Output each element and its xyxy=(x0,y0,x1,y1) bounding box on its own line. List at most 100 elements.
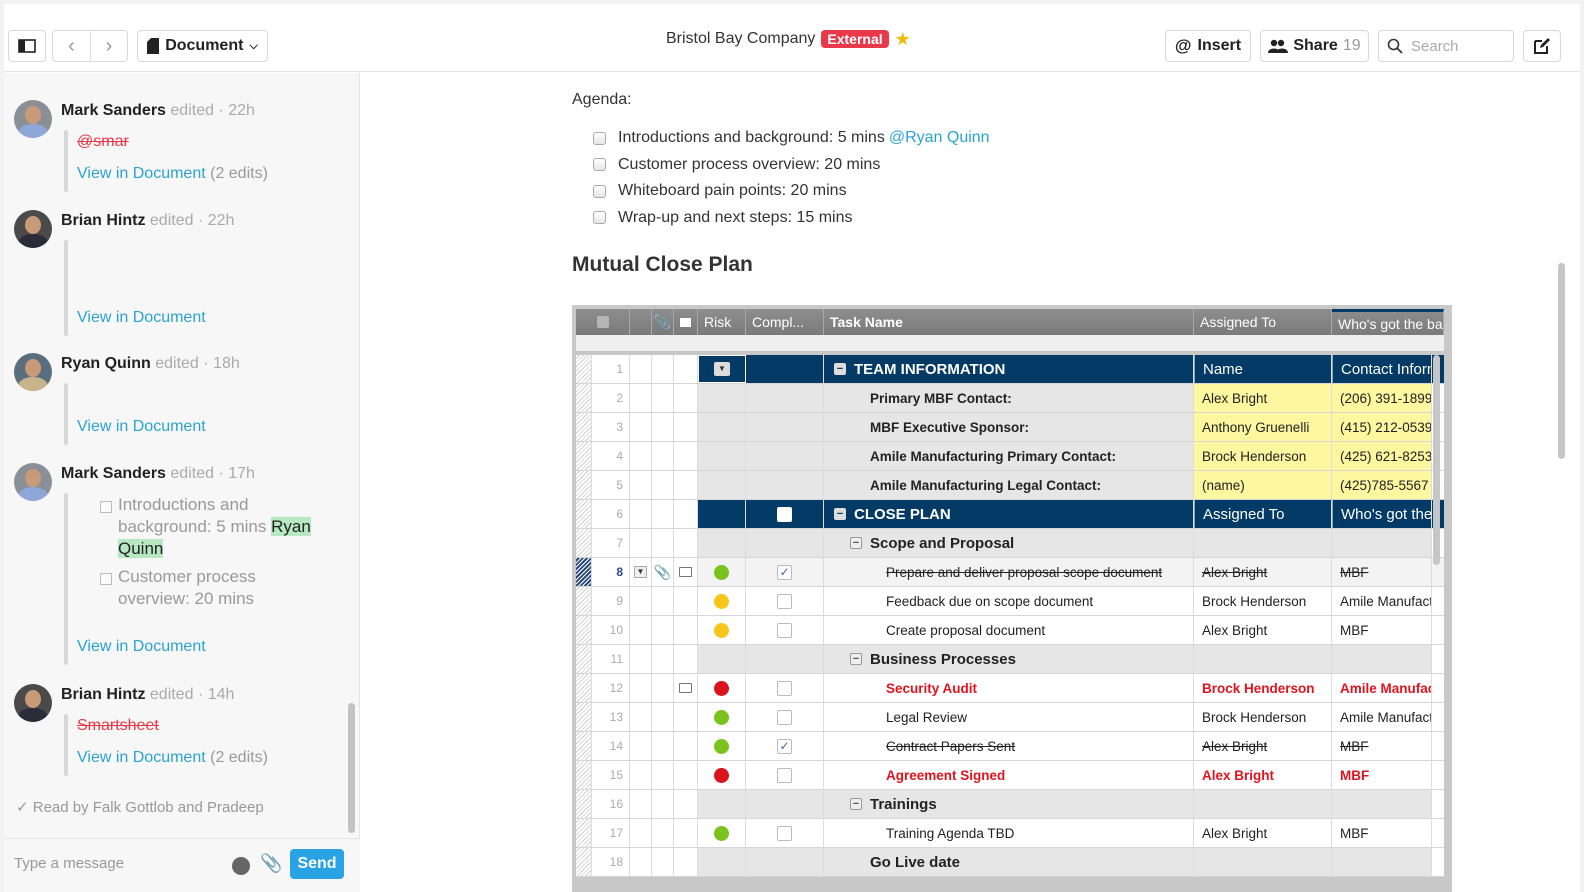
mention-link[interactable]: @Ryan Quinn xyxy=(888,129,990,147)
attachment-cell[interactable] xyxy=(652,500,674,528)
assigned-to-cell[interactable]: Alex Bright xyxy=(1194,732,1332,760)
sheet-row[interactable]: 15 Agreement Signed Alex Bright MBF xyxy=(576,761,1444,790)
whos-got-ball-cell[interactable] xyxy=(1332,790,1432,818)
assigned-to-cell[interactable]: Alex Bright xyxy=(1194,819,1332,847)
row-drag-handle[interactable] xyxy=(576,471,592,499)
comment-cell[interactable] xyxy=(674,384,698,412)
assigned-to-cell[interactable] xyxy=(1194,529,1332,557)
attachment-cell[interactable] xyxy=(652,761,674,789)
whos-got-ball-cell[interactable] xyxy=(1332,529,1432,557)
comment-cell[interactable] xyxy=(674,558,698,586)
complete-cell[interactable] xyxy=(746,442,824,470)
whos-got-ball-cell[interactable]: Amile Manufac xyxy=(1332,674,1432,702)
assigned-to-cell[interactable]: Alex Bright xyxy=(1194,616,1332,644)
whos-got-ball-cell[interactable]: MBF xyxy=(1332,616,1432,644)
attachment-cell[interactable] xyxy=(652,529,674,557)
row-dropdown-icon[interactable]: ▼ xyxy=(634,566,647,578)
column-header-risk[interactable]: Risk xyxy=(698,309,746,335)
row-drag-handle[interactable] xyxy=(576,732,592,760)
row-menu-cell[interactable] xyxy=(630,645,652,673)
comment-cell[interactable] xyxy=(674,703,698,731)
sheet-row[interactable]: 17 Training Agenda TBD Alex Bright MBF xyxy=(576,819,1444,848)
assigned-to-cell[interactable] xyxy=(1194,848,1332,876)
sheet-scrollbar[interactable] xyxy=(1433,355,1440,565)
row-menu-cell[interactable] xyxy=(630,500,652,528)
row-menu-cell[interactable] xyxy=(630,529,652,557)
task-name-cell[interactable]: Training Agenda TBD xyxy=(824,819,1194,847)
sidebar-scrollbar[interactable] xyxy=(348,703,355,833)
risk-indicator-red[interactable] xyxy=(714,680,729,696)
complete-checkbox[interactable] xyxy=(777,767,792,783)
complete-checkbox[interactable] xyxy=(777,709,792,725)
attachment-cell[interactable] xyxy=(652,384,674,412)
agenda-checkbox[interactable] xyxy=(593,131,606,145)
collapse-icon[interactable]: − xyxy=(850,798,862,810)
risk-cell[interactable] xyxy=(698,442,746,470)
sheet-row[interactable]: 1 ▼ − TEAM INFORMATION Name Contact Inform xyxy=(576,355,1444,384)
risk-cell[interactable] xyxy=(698,529,746,557)
row-menu-cell[interactable] xyxy=(630,471,652,499)
comment-cell[interactable] xyxy=(674,790,698,818)
row-menu-cell[interactable] xyxy=(630,587,652,615)
whos-got-ball-cell[interactable]: (415) 212-0539 xyxy=(1332,413,1432,441)
column-header-whos-got-ball[interactable]: Who's got the ba xyxy=(1332,309,1444,335)
assigned-to-cell[interactable]: Alex Bright xyxy=(1194,761,1332,789)
complete-checkbox[interactable] xyxy=(777,593,792,609)
row-menu-cell[interactable] xyxy=(630,790,652,818)
row-drag-handle[interactable] xyxy=(576,529,592,557)
comment-cell[interactable] xyxy=(674,645,698,673)
search-input[interactable]: Search xyxy=(1378,30,1514,62)
assigned-to-cell[interactable]: Brock Henderson xyxy=(1194,674,1332,702)
agenda-checkbox[interactable] xyxy=(593,211,606,225)
whos-got-ball-cell[interactable] xyxy=(1332,645,1432,673)
whos-got-ball-cell[interactable]: (425) 621-8253 xyxy=(1332,442,1432,470)
view-in-document-link[interactable]: View in Document xyxy=(77,418,206,436)
select-all-cell[interactable] xyxy=(576,309,630,335)
task-name-cell[interactable]: − CLOSE PLAN xyxy=(824,500,1194,528)
whos-got-ball-cell[interactable]: Contact Inform xyxy=(1332,355,1432,383)
row-menu-cell[interactable] xyxy=(630,413,652,441)
complete-cell[interactable] xyxy=(746,471,824,499)
comment-cell[interactable] xyxy=(674,848,698,876)
comment-cell[interactable] xyxy=(674,413,698,441)
assigned-to-cell[interactable]: Brock Henderson xyxy=(1194,587,1332,615)
comment-cell[interactable] xyxy=(674,471,698,499)
attach-icon[interactable]: 📎 xyxy=(260,853,283,873)
sheet-row[interactable]: 11 − Business Processes xyxy=(576,645,1444,674)
risk-cell[interactable] xyxy=(698,848,746,876)
risk-cell[interactable] xyxy=(698,384,746,412)
comment-column-header[interactable] xyxy=(674,309,698,335)
risk-cell[interactable] xyxy=(698,703,746,731)
attachment-cell[interactable]: 📎 xyxy=(652,558,674,586)
complete-cell[interactable] xyxy=(746,848,824,876)
sheet-row[interactable]: 10 Create proposal document Alex Bright MBF xyxy=(576,616,1444,645)
comment-cell[interactable] xyxy=(674,442,698,470)
whos-got-ball-cell[interactable]: MBF xyxy=(1332,558,1432,586)
complete-cell[interactable] xyxy=(746,587,824,615)
risk-cell[interactable] xyxy=(698,674,746,702)
complete-checkbox[interactable] xyxy=(777,825,792,841)
row-drag-handle[interactable] xyxy=(576,819,592,847)
comment-cell[interactable] xyxy=(674,529,698,557)
task-name-cell[interactable]: Primary MBF Contact: xyxy=(824,384,1194,412)
whos-got-ball-cell[interactable]: (206) 391-1899 xyxy=(1332,384,1432,412)
task-name-cell[interactable]: − TEAM INFORMATION xyxy=(824,355,1194,383)
comment-cell[interactable] xyxy=(674,674,698,702)
task-name-cell[interactable]: Legal Review xyxy=(824,703,1194,731)
row-menu-cell[interactable] xyxy=(630,355,652,383)
assigned-to-cell[interactable]: Brock Henderson xyxy=(1194,703,1332,731)
task-name-cell[interactable]: Feedback due on scope document xyxy=(824,587,1194,615)
complete-cell[interactable] xyxy=(746,819,824,847)
attachment-cell[interactable] xyxy=(652,442,674,470)
attachment-cell[interactable] xyxy=(652,471,674,499)
row-drag-handle[interactable] xyxy=(576,558,592,586)
assigned-to-cell[interactable] xyxy=(1194,645,1332,673)
row-menu-cell[interactable] xyxy=(630,732,652,760)
risk-cell[interactable] xyxy=(698,645,746,673)
task-name-cell[interactable]: Amile Manufacturing Primary Contact: xyxy=(824,442,1194,470)
complete-checkbox[interactable] xyxy=(777,506,792,522)
star-icon[interactable]: ★ xyxy=(894,28,911,49)
task-name-cell[interactable]: − Scope and Proposal xyxy=(824,529,1194,557)
sheet-row[interactable]: 16 − Trainings xyxy=(576,790,1444,819)
document-scrollbar[interactable] xyxy=(1558,263,1565,459)
